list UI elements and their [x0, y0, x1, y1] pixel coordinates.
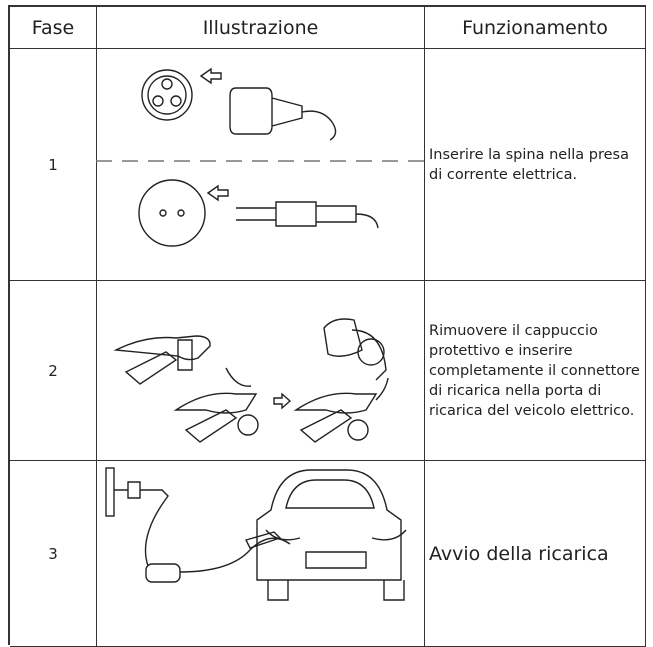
header-cell: Illustrazione: [97, 7, 425, 49]
socket-inner: [147, 75, 187, 115]
charging-port: [357, 338, 385, 366]
socket: [138, 179, 206, 247]
header-cell: Fase: [10, 7, 97, 49]
arrow: [375, 377, 389, 401]
step-number: 1: [10, 49, 97, 281]
header-cell: Funzionamento: [425, 7, 646, 49]
pin: [161, 78, 173, 90]
wall-plug: [114, 481, 141, 499]
connector: [124, 351, 178, 385]
plug-body: [229, 87, 273, 135]
page: {"table": {"header": ["Fase", "Illustraz…: [8, 5, 646, 647]
arrow: [273, 392, 292, 410]
step-text: Avvio della ricarica: [425, 461, 646, 647]
connector: [244, 531, 282, 549]
step-text: Inserire la spina nella presa di corrent…: [425, 49, 646, 281]
cap: [237, 414, 259, 436]
wheels: [267, 580, 405, 601]
wall: [105, 467, 115, 517]
port-frame: [351, 329, 387, 381]
plug-illustration: [96, 67, 424, 247]
arrow: [225, 367, 252, 387]
car-body: [256, 469, 402, 581]
illustration-cell: [97, 49, 425, 281]
step-number: 3: [10, 461, 97, 647]
arrow: [199, 67, 222, 85]
cable: [179, 537, 291, 573]
hole: [159, 209, 167, 217]
plug-tail: [271, 97, 303, 127]
grille: [305, 551, 367, 569]
step-text: Rimuovere il cappuccio protettivo e inse…: [425, 281, 646, 461]
step-number: 2: [10, 281, 97, 461]
connector: [184, 409, 238, 443]
flap: [323, 318, 363, 357]
table: Fase Illustrazione Funzionamento 1 Inser…: [8, 5, 646, 647]
pin: [170, 95, 182, 107]
cable: [140, 489, 169, 567]
hand: [173, 392, 258, 414]
windshield: [285, 479, 375, 509]
connector-illustration: [113, 318, 389, 443]
hand: [113, 335, 211, 361]
illustration-cell: [97, 281, 425, 461]
socket: [141, 69, 193, 121]
hole: [177, 209, 185, 217]
plug: [236, 201, 317, 227]
hand: [293, 392, 378, 414]
cable: [301, 110, 337, 141]
control-box: [145, 563, 181, 583]
connector: [299, 409, 353, 443]
arrow: [206, 184, 229, 202]
cap: [177, 339, 193, 371]
cable: [316, 205, 379, 229]
headlights: [265, 529, 407, 541]
charging-illustration: [105, 467, 407, 601]
pin: [152, 95, 164, 107]
cap: [347, 419, 369, 441]
